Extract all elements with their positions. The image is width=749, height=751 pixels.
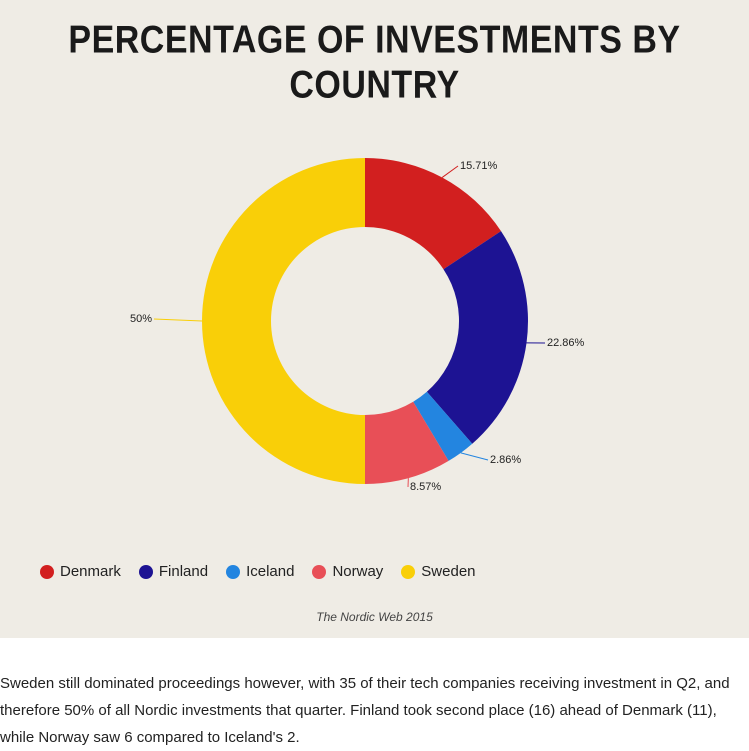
legend-item-norway: Norway <box>312 563 383 580</box>
legend-label-sweden: Sweden <box>421 563 475 580</box>
chart-source: The Nordic Web 2015 <box>0 610 749 624</box>
legend-swatch-finland <box>139 565 153 579</box>
leader-denmark <box>442 166 458 177</box>
pct-label-sweden: 50% <box>130 313 152 325</box>
legend-swatch-norway <box>312 565 326 579</box>
pct-label-norway: 8.57% <box>410 481 441 493</box>
pct-label-iceland: 2.86% <box>490 454 521 466</box>
pct-label-denmark: 15.71% <box>460 160 497 172</box>
legend: Denmark Finland Iceland Norway Sweden <box>0 535 749 580</box>
legend-swatch-denmark <box>40 565 54 579</box>
pct-label-finland: 22.86% <box>547 337 584 349</box>
donut-wrap: 15.71% 22.86% 2.86% 8.57% 50% <box>0 157 749 535</box>
legend-item-sweden: Sweden <box>401 563 475 580</box>
legend-label-iceland: Iceland <box>246 563 294 580</box>
slice-sweden <box>202 158 365 484</box>
legend-item-denmark: Denmark <box>40 563 121 580</box>
leader-sweden <box>154 319 202 321</box>
legend-label-finland: Finland <box>159 563 208 580</box>
legend-item-finland: Finland <box>139 563 208 580</box>
legend-label-denmark: Denmark <box>60 563 121 580</box>
caption-text: Sweden still dominated proceedings howev… <box>0 638 749 751</box>
leader-iceland <box>461 453 488 460</box>
chart-container: PERCENTAGE OF INVESTMENTS BY COUNTRY 15.… <box>0 0 749 638</box>
legend-swatch-iceland <box>226 565 240 579</box>
legend-swatch-sweden <box>401 565 415 579</box>
donut-chart <box>0 157 749 535</box>
chart-title: PERCENTAGE OF INVESTMENTS BY COUNTRY <box>0 18 749 108</box>
legend-label-norway: Norway <box>332 563 383 580</box>
legend-item-iceland: Iceland <box>226 563 294 580</box>
